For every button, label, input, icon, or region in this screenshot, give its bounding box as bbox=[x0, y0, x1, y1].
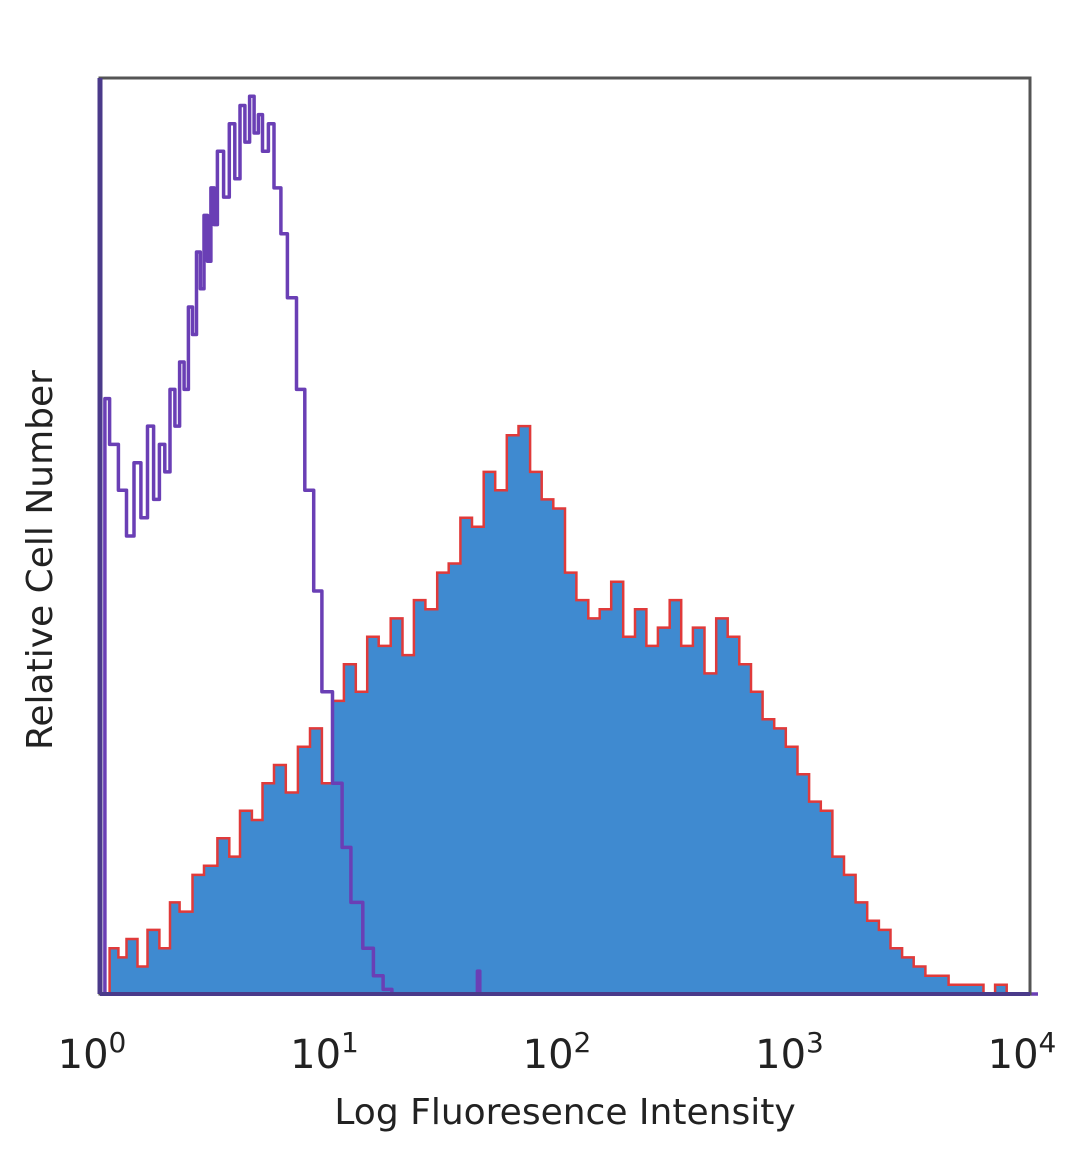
x-tick-label: 104 bbox=[988, 1026, 1057, 1078]
x-tick-label: 101 bbox=[290, 1026, 359, 1078]
stained-histogram-edge bbox=[100, 424, 1027, 996]
x-axis-title: Log Fluoresence Intensity bbox=[334, 1092, 795, 1133]
x-tick-labels: 100 101 102 103 104 bbox=[58, 1026, 1057, 1078]
x-tick-label: 100 bbox=[58, 1026, 127, 1078]
stained-histogram-area bbox=[100, 426, 1027, 995]
series-layer bbox=[100, 94, 1038, 996]
y-axis-title: Relative Cell Number bbox=[20, 370, 61, 750]
control-histogram-line bbox=[100, 94, 1038, 996]
x-tick-label: 103 bbox=[755, 1026, 824, 1078]
x-tick-label: 102 bbox=[523, 1026, 592, 1078]
